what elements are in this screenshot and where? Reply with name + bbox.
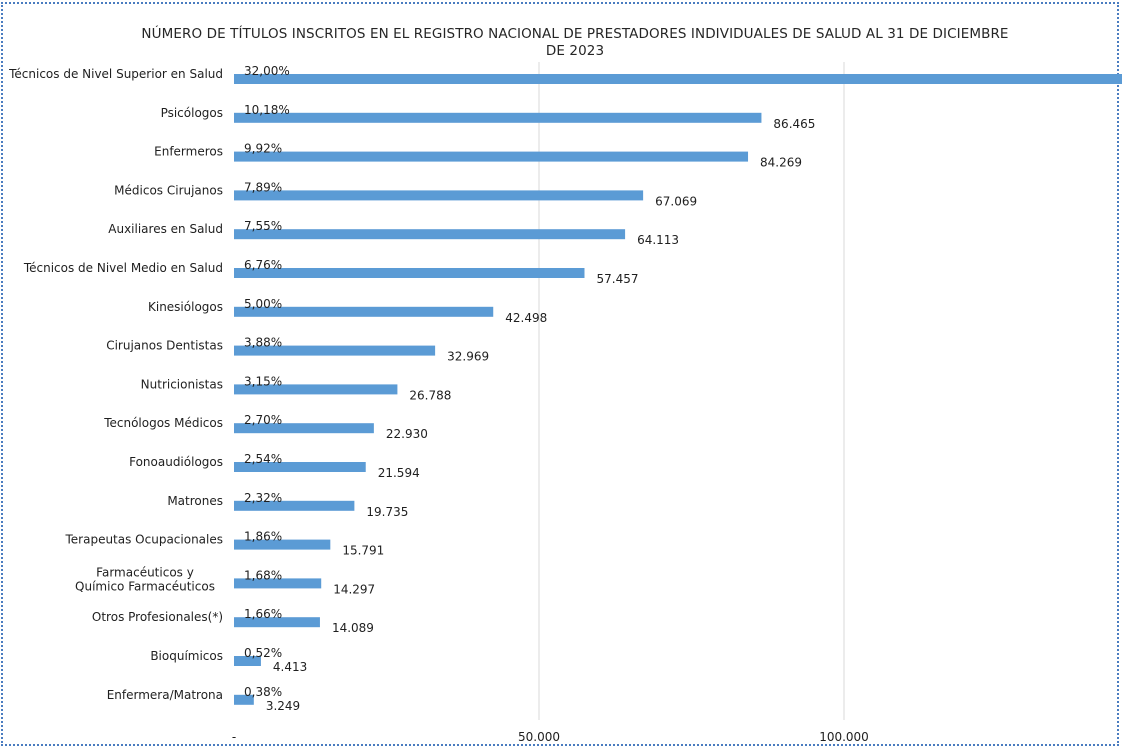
- percent-label: 6,76%: [244, 258, 282, 272]
- value-label: 15.791: [342, 544, 384, 558]
- category-label: Fonoaudiólogos: [129, 455, 223, 469]
- percent-label: 2,54%: [244, 452, 282, 466]
- category-label: Técnicos de Nivel Superior en Salud: [8, 67, 223, 81]
- value-label: 4.413: [273, 660, 307, 674]
- bar: [234, 423, 374, 434]
- value-label: 14.089: [332, 621, 374, 635]
- percent-label: 5,00%: [244, 297, 282, 311]
- value-label: 32.969: [447, 350, 489, 364]
- bar: [234, 656, 261, 666]
- chart-title: NÚMERO DE TÍTULOS INSCRITOS EN EL REGIST…: [141, 26, 1009, 59]
- category-label: Tecnólogos Médicos: [103, 416, 223, 430]
- percent-label: 7,55%: [244, 219, 282, 233]
- category-label: Técnicos de Nivel Medio en Salud: [23, 261, 223, 275]
- value-label: 19.735: [366, 505, 408, 519]
- bar: [234, 578, 322, 589]
- bar: [234, 617, 320, 628]
- percent-label: 10,18%: [244, 103, 290, 117]
- category-label: Psicólogos: [161, 106, 223, 120]
- percent-label: 1,66%: [244, 607, 282, 621]
- bar: [234, 74, 1122, 84]
- bar: [234, 345, 436, 356]
- value-label: 3.249: [266, 699, 300, 713]
- bar: [234, 462, 366, 472]
- bar: [234, 500, 355, 511]
- category-label: Kinesiólogos: [148, 300, 223, 314]
- value-label: 57.457: [596, 272, 638, 286]
- bar: [234, 268, 585, 278]
- category-label: Bioquímicos: [150, 649, 223, 663]
- percent-label: 0,52%: [244, 646, 282, 660]
- x-tick-label: -: [232, 730, 236, 744]
- value-label: 64.113: [637, 233, 679, 247]
- category-label: Terapeutas Ocupacionales: [64, 533, 223, 547]
- percent-label: 3,88%: [244, 336, 282, 350]
- category-label: Auxiliares en Salud: [108, 222, 223, 236]
- value-label: 42.498: [505, 311, 547, 325]
- value-label: 14.297: [333, 582, 375, 596]
- value-label: 21.594: [378, 466, 420, 480]
- bar: [234, 539, 331, 550]
- category-label: Enfermera/Matrona: [107, 688, 223, 702]
- category-label: Nutricionistas: [141, 377, 223, 391]
- bar: [234, 229, 626, 240]
- percent-label: 2,32%: [244, 491, 282, 505]
- category-label: Otros Profesionales(*): [92, 610, 223, 624]
- bar: [234, 694, 254, 705]
- percent-label: 0,38%: [244, 685, 282, 699]
- x-tick-label: 100.000: [819, 730, 869, 744]
- x-tick-label: 50.000: [518, 730, 560, 744]
- percent-label: 2,70%: [244, 413, 282, 427]
- bar: [234, 306, 494, 317]
- value-label: 22.930: [386, 427, 428, 441]
- bar: [234, 151, 749, 162]
- bar: [234, 112, 762, 123]
- percent-label: 32,00%: [244, 64, 290, 78]
- value-label: 84.269: [760, 156, 802, 170]
- value-label: 86.465: [773, 117, 815, 131]
- category-label: Farmacéuticos y Químico Farmacéuticos: [75, 565, 215, 593]
- value-label: 26.788: [409, 388, 451, 402]
- bar: [234, 190, 644, 201]
- category-label: Cirujanos Dentistas: [106, 339, 223, 353]
- category-label: Matrones: [167, 494, 223, 508]
- percent-label: 1,86%: [244, 530, 282, 544]
- percent-label: 1,68%: [244, 568, 282, 582]
- value-label: 67.069: [655, 194, 697, 208]
- bar: [234, 384, 398, 395]
- category-label: Enfermeros: [154, 145, 223, 159]
- category-label: Médicos Cirujanos: [114, 183, 223, 197]
- percent-label: 9,92%: [244, 142, 282, 156]
- percent-label: 7,89%: [244, 180, 282, 194]
- percent-label: 3,15%: [244, 374, 282, 388]
